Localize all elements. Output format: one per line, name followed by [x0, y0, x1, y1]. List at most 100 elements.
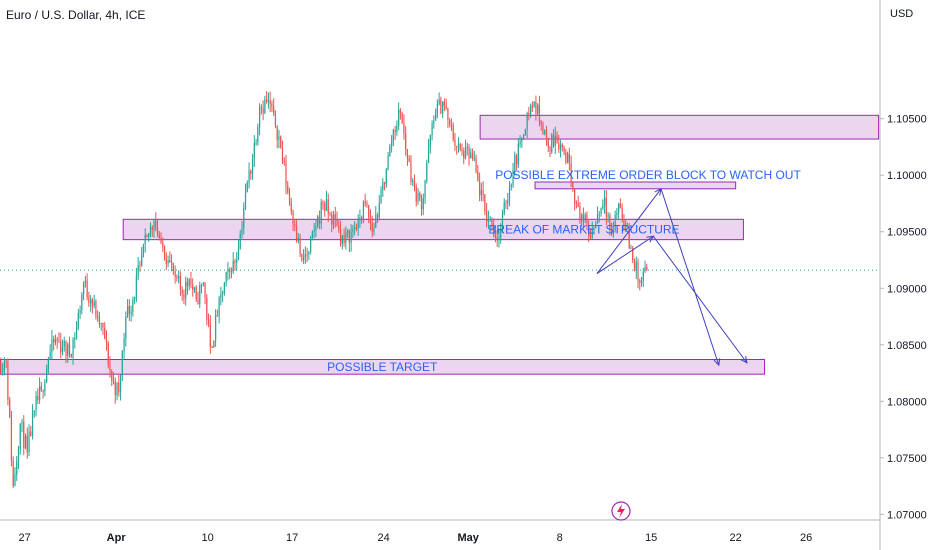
candle-body	[114, 381, 116, 396]
candle-body	[105, 339, 108, 343]
extreme-order-block-zone[interactable]	[534, 181, 737, 190]
candle-body	[186, 281, 189, 287]
candle-body	[237, 248, 240, 260]
candle-body	[563, 146, 565, 153]
candle-body	[207, 319, 210, 324]
candle-body	[158, 234, 160, 238]
candle-body	[144, 234, 146, 244]
path-arrow-1-end-head	[713, 358, 721, 367]
candle-body	[0, 361, 2, 372]
candle-body	[14, 474, 16, 487]
candle-body	[489, 219, 491, 221]
candle-body	[75, 327, 78, 339]
candle-body	[142, 243, 145, 255]
candle-body	[148, 233, 150, 238]
candle-body	[463, 150, 465, 159]
candle-body	[471, 152, 474, 159]
candle-body	[86, 280, 88, 297]
candle-body	[348, 230, 350, 244]
candle-body	[151, 226, 153, 230]
candle-body	[112, 380, 115, 382]
candle-body	[438, 99, 440, 105]
possible-target-zone[interactable]	[0, 358, 766, 375]
candle-body	[598, 214, 600, 216]
candle-body	[417, 192, 419, 202]
candle-body	[334, 214, 336, 220]
candle-body	[498, 237, 500, 239]
candle-body	[519, 141, 521, 144]
candle-body	[354, 227, 356, 229]
candle-body	[137, 264, 139, 277]
candle-body	[149, 226, 152, 234]
upper-supply-zone[interactable]	[479, 114, 880, 140]
y-tick-label: 1.07000	[887, 509, 927, 521]
candle-body	[415, 186, 417, 202]
candle-body	[484, 194, 486, 212]
lightning-bolt-icon[interactable]	[611, 501, 631, 521]
candle-body	[500, 229, 502, 238]
x-tick-label: 17	[286, 532, 298, 544]
candle-body	[526, 113, 528, 130]
candle-body	[42, 390, 44, 392]
candle-body	[434, 113, 437, 121]
candle-body	[566, 153, 569, 163]
candle-body	[162, 243, 164, 247]
candle-body	[102, 322, 104, 328]
candle-body	[230, 271, 233, 273]
candle-body	[139, 264, 141, 266]
candle-body	[193, 287, 196, 291]
candle-body	[51, 338, 53, 353]
candle-body	[72, 339, 74, 358]
candle-body	[304, 254, 306, 258]
candle-body	[579, 206, 581, 222]
candle-body	[614, 214, 616, 231]
candle-body	[528, 113, 530, 115]
candle-body	[405, 133, 407, 150]
candle-body	[74, 338, 76, 340]
y-tick-label: 1.07500	[887, 453, 927, 465]
y-tick-label: 1.08000	[887, 396, 927, 408]
candle-body	[292, 211, 294, 224]
candle-body	[538, 104, 541, 122]
candle-body	[255, 142, 257, 144]
candle-body	[470, 152, 472, 159]
candle-body	[540, 121, 542, 125]
candle-body	[111, 370, 113, 381]
candle-body	[626, 225, 629, 227]
candle-body	[156, 228, 159, 235]
candle-body	[406, 149, 409, 159]
candle-body	[7, 361, 9, 401]
candle-body	[44, 382, 46, 392]
candle-body	[3, 361, 6, 371]
candle-body	[419, 192, 421, 200]
candle-body	[510, 184, 512, 187]
candle-body	[197, 299, 199, 305]
candle-body	[276, 125, 278, 140]
path-arrow-2[interactable]	[596, 235, 748, 364]
candle-body	[478, 180, 481, 196]
candle-body	[339, 229, 342, 245]
candle-body	[442, 101, 444, 114]
candle-body	[505, 202, 507, 204]
candle-body	[600, 208, 602, 215]
candle-body	[178, 275, 180, 278]
candle-body	[172, 263, 174, 272]
candle-body	[190, 279, 192, 285]
candle-body	[537, 104, 539, 114]
candle-body	[633, 260, 636, 271]
candle-body	[577, 203, 579, 207]
candle-body	[243, 207, 245, 228]
candle-body	[160, 237, 162, 244]
candle-body	[380, 189, 382, 204]
candle-body	[544, 130, 546, 134]
candle-body	[619, 203, 622, 209]
candle-body	[545, 130, 548, 140]
y-tick-label: 1.09500	[887, 227, 927, 239]
candle-body	[278, 136, 280, 140]
candle-body	[95, 301, 97, 317]
candle-body	[200, 283, 203, 286]
candle-body	[366, 203, 368, 206]
candle-body	[100, 322, 102, 324]
candle-body	[285, 161, 287, 186]
